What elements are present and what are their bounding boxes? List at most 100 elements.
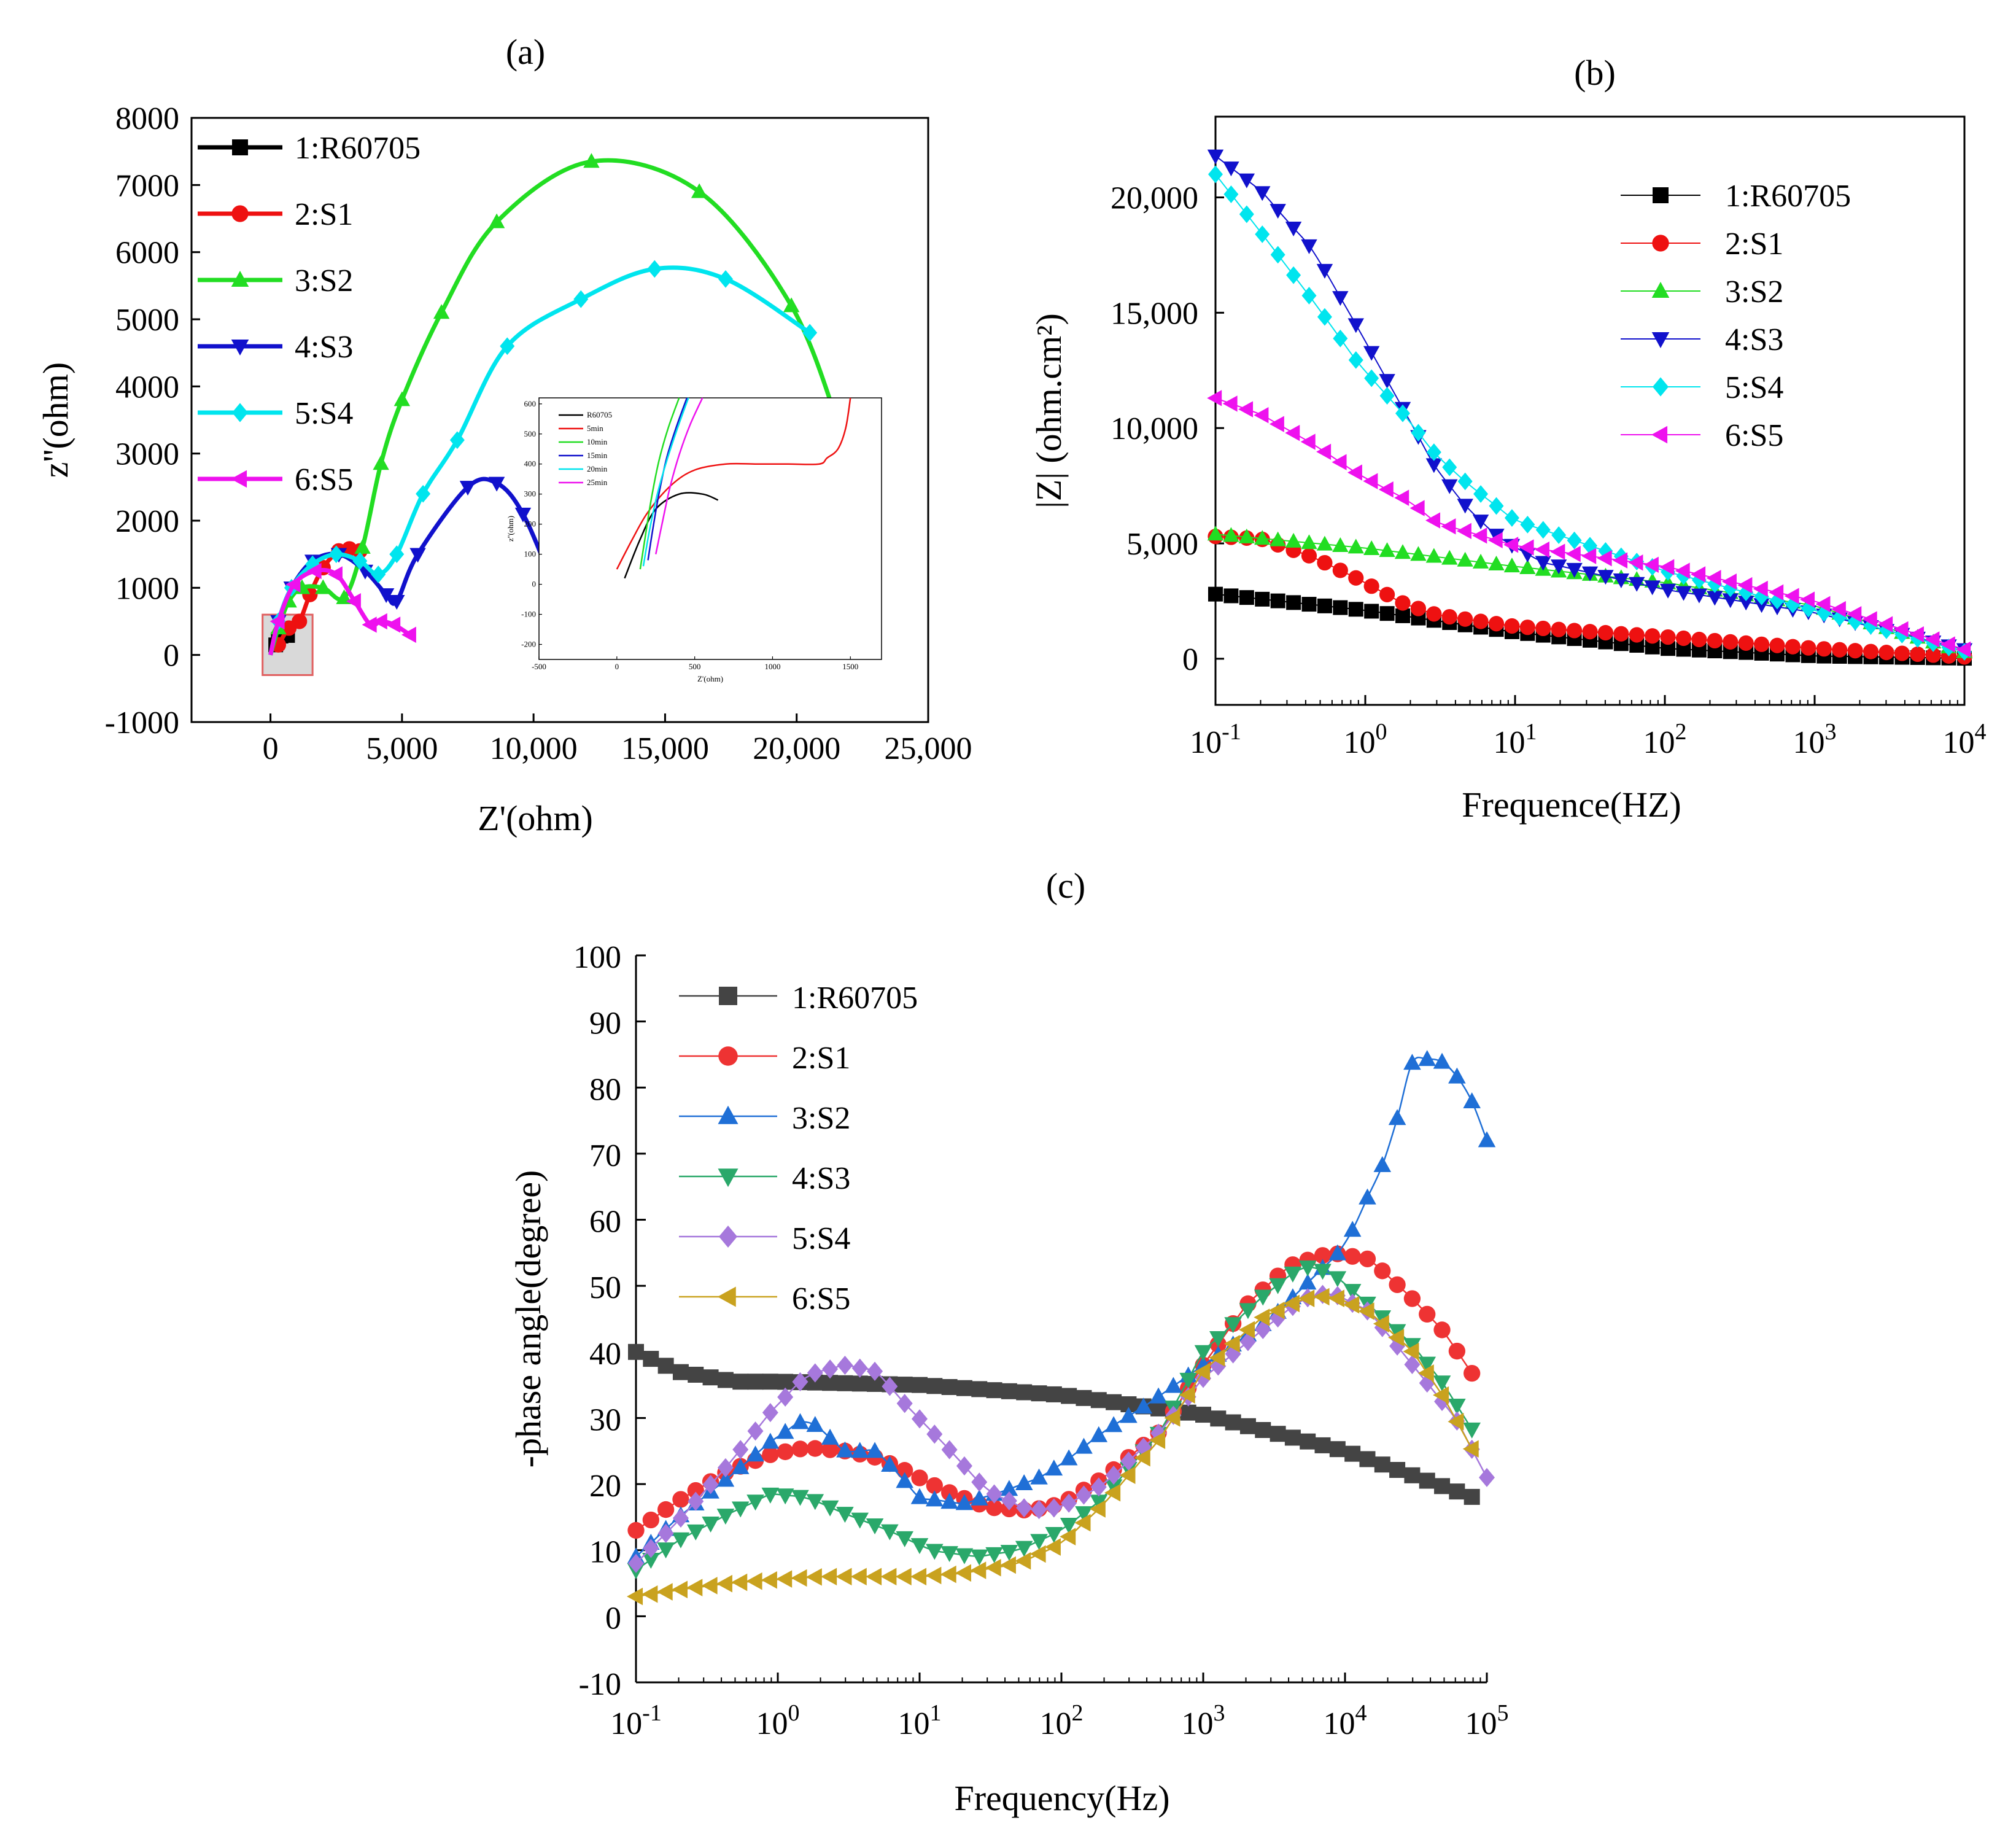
data-point: [1550, 559, 1567, 575]
data-point: [1374, 1262, 1391, 1280]
data-point: [1179, 1372, 1197, 1389]
data-point: [1286, 595, 1301, 610]
data-point: [716, 1574, 732, 1593]
data-point: [1660, 629, 1676, 645]
data-point: [925, 1566, 942, 1585]
data-point: [1180, 1404, 1196, 1421]
y-tick-label: 5,000: [1126, 527, 1198, 562]
y-tick-label: 70: [589, 1138, 621, 1173]
data-point: [1223, 527, 1239, 542]
data-point: [802, 324, 818, 342]
legend-label: 5:S4: [295, 396, 353, 431]
data-point: [1314, 1437, 1331, 1453]
data-point: [1395, 608, 1410, 623]
data-point: [449, 431, 465, 449]
data-point: [1419, 1305, 1436, 1323]
data-point: [642, 1585, 658, 1603]
panel-label: (b): [1574, 53, 1616, 93]
data-point: [1409, 500, 1425, 516]
legend-label: 6:S5: [295, 462, 353, 497]
data-point: [762, 1403, 778, 1423]
data-point: [1448, 1413, 1464, 1431]
series-5: [268, 260, 818, 656]
data-point: [1075, 1437, 1093, 1454]
inset-y-tick-label: 500: [524, 429, 537, 438]
legend-label: 2:S1: [295, 197, 353, 232]
data-point: [1179, 1386, 1195, 1404]
data-point: [1379, 374, 1395, 389]
legend-marker: [718, 1168, 739, 1187]
legend: 1:R60705 2:S1 3:S2 4:S3 5:S4 6:S5: [679, 981, 918, 1316]
data-point: [1373, 1315, 1389, 1333]
data-point: [1551, 526, 1567, 544]
data-point: [1134, 1397, 1153, 1414]
x-tick-label: 101: [898, 1700, 942, 1741]
legend-marker: [232, 139, 248, 155]
data-point: [866, 1518, 884, 1534]
plot-frame: [1214, 115, 1966, 706]
inset-y-tick-label: 100: [524, 550, 537, 559]
data-point: [896, 1394, 913, 1413]
x-tick-label: 0: [263, 731, 279, 766]
data-point: [971, 1472, 988, 1492]
y-tick-label: 15,000: [1111, 296, 1198, 331]
data-point: [573, 290, 589, 308]
data-point: [1629, 577, 1645, 592]
data-point: [1223, 588, 1239, 604]
data-point: [1722, 593, 1739, 608]
data-point: [1120, 1451, 1137, 1471]
data-point: [1753, 636, 1770, 652]
x-tick-label: 102: [1643, 719, 1687, 760]
data-point: [776, 1570, 793, 1588]
data-point: [1613, 552, 1628, 569]
data-point: [514, 507, 532, 523]
data-point: [851, 1358, 868, 1378]
legend-label: 3:S2: [295, 263, 353, 298]
data-point: [1222, 395, 1238, 412]
data-point: [762, 1446, 779, 1463]
data-point: [1000, 1545, 1018, 1561]
inset-chart: -500 0 500 1000 1500 -200 -100 0 100 200 300 400 500…: [506, 397, 882, 683]
data-point: [731, 1573, 748, 1591]
inset-series-line: [624, 492, 719, 579]
plot-frame: [190, 117, 929, 723]
data-point: [1119, 1466, 1136, 1484]
data-point: [777, 1387, 794, 1407]
data-point: [1581, 566, 1599, 581]
data-point: [1328, 1289, 1344, 1307]
data-point: [732, 1440, 749, 1459]
data-point: [1239, 1303, 1257, 1319]
data-point: [1285, 424, 1300, 441]
x-tick-label: 103: [1182, 1700, 1225, 1741]
legend: 1:R60705 2:S1 3:S2 4:S3 5:S4 6:S5: [1621, 179, 1851, 453]
data-point: [1300, 1433, 1316, 1450]
y-axis-label: -phase angle(degree): [508, 1170, 548, 1468]
inset-y-tick-label: 600: [524, 399, 537, 408]
data-point: [1910, 646, 1926, 663]
data-point: [389, 595, 405, 610]
data-point: [1737, 596, 1754, 611]
data-point: [1893, 621, 1909, 638]
data-point: [672, 1508, 689, 1528]
data-point: [746, 1445, 764, 1462]
data-point: [1566, 623, 1583, 639]
data-point: [352, 552, 368, 570]
data-point: [1208, 586, 1223, 602]
data-point: [761, 1487, 780, 1504]
x-tick-label: 100: [1344, 719, 1387, 760]
data-point: [362, 616, 377, 633]
data-point: [656, 1583, 673, 1601]
data-point: [1195, 1407, 1211, 1423]
data-point: [732, 1374, 749, 1390]
data-point: [1801, 640, 1816, 656]
data-point: [1441, 479, 1458, 494]
inset-legend-label: 20min: [587, 464, 608, 473]
x-axis-label: Z'(ohm): [478, 798, 593, 838]
legend-label: 2:S1: [1725, 227, 1783, 262]
data-point: [1535, 521, 1551, 539]
data-point: [986, 1382, 1002, 1399]
data-point: [1503, 537, 1519, 553]
data-point: [1255, 1319, 1271, 1339]
data-point: [716, 1509, 735, 1525]
data-point: [851, 1375, 868, 1392]
